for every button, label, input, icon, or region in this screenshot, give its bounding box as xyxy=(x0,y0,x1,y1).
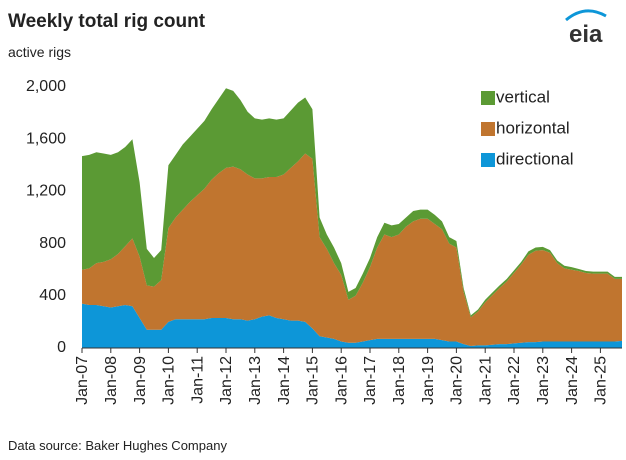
source-note: Data source: Baker Hughes Company xyxy=(8,438,227,453)
logo-text: eia xyxy=(569,21,603,48)
legend-swatch xyxy=(481,153,495,167)
y-tick-label: 800 xyxy=(39,235,66,252)
x-tick-label: Jan-25 xyxy=(593,356,610,405)
chart-subtitle: active rigs xyxy=(8,44,71,60)
area xyxy=(82,303,622,348)
x-tick-label: Jan-17 xyxy=(362,356,379,405)
x-tick-label: Jan-12 xyxy=(218,356,235,405)
x-tick-label: Jan-16 xyxy=(333,356,350,405)
area xyxy=(82,153,622,347)
x-tick-label: Jan-19 xyxy=(420,356,437,405)
logo: eia xyxy=(565,9,607,48)
y-tick-label: 1,200 xyxy=(26,183,66,200)
x-tick-label: Jan-14 xyxy=(276,356,293,405)
legend-label: vertical xyxy=(496,87,550,106)
x-tick-label: Jan-22 xyxy=(506,356,523,405)
legend-label: directional xyxy=(496,149,574,168)
legend-swatch xyxy=(481,91,495,105)
y-tick-label: 2,000 xyxy=(26,78,66,95)
logo-swoosh xyxy=(565,9,607,22)
x-tick-label: Jan-23 xyxy=(535,356,552,405)
chart-title: Weekly total rig count xyxy=(8,11,206,32)
x-tick-label: Jan-24 xyxy=(564,356,581,405)
x-tick-label: Jan-08 xyxy=(103,356,120,405)
x-tick-label: Jan-18 xyxy=(391,356,408,405)
x-tick-label: Jan-15 xyxy=(305,356,322,405)
x-tick-label: Jan-11 xyxy=(189,356,206,404)
x-tick-label: Jan-07 xyxy=(74,356,91,405)
x-tick-label: Jan-09 xyxy=(132,356,149,405)
legend-label: horizontal xyxy=(496,118,570,137)
y-tick-label: 1,600 xyxy=(26,130,66,147)
x-tick-label: Jan-10 xyxy=(161,356,178,405)
x-tick-label: Jan-20 xyxy=(449,356,466,405)
y-tick-label: 0 xyxy=(57,339,66,356)
area xyxy=(82,88,622,318)
x-tick-label: Jan-13 xyxy=(247,356,264,405)
x-tick-label: Jan-21 xyxy=(477,356,494,405)
legend-swatch xyxy=(481,122,495,136)
y-tick-label: 400 xyxy=(39,287,66,304)
